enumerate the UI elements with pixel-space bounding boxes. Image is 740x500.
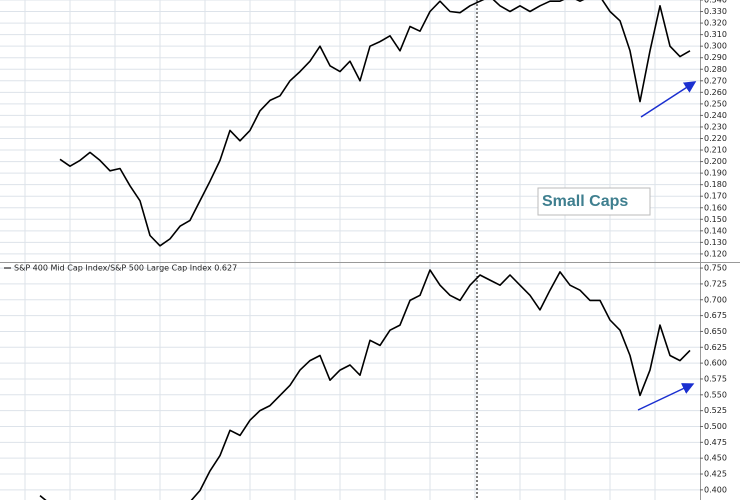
- y-tick-label: 0.750: [704, 264, 727, 273]
- y-tick-label: 0.280: [704, 65, 727, 74]
- y-tick-label: 0.650: [704, 327, 727, 336]
- y-tick-label: 0.450: [704, 454, 727, 463]
- y-tick-label: 0.330: [704, 7, 727, 16]
- y-tick-label: 0.190: [704, 169, 727, 178]
- y-tick-label: 0.525: [704, 406, 727, 415]
- y-tick-label: 0.340: [704, 0, 727, 5]
- y-tick-label: 0.260: [704, 88, 727, 97]
- y-tick-label: 0.200: [704, 157, 727, 166]
- y-tick-label: 0.425: [704, 470, 727, 479]
- y-tick-label: 0.700: [704, 295, 727, 304]
- y-tick-label: 0.130: [704, 238, 727, 247]
- data-line: [59, 0, 691, 247]
- y-tick-label: 0.475: [704, 438, 727, 447]
- y-tick-label: 0.160: [704, 203, 727, 212]
- annotation: Small Caps: [542, 193, 628, 210]
- annotation-box: [537, 187, 651, 216]
- y-tick-label: 0.270: [704, 76, 727, 85]
- x-grid: [24, 0, 656, 500]
- y-tick-label: 0.300: [704, 42, 727, 51]
- y-tick-label: 0.500: [704, 422, 727, 431]
- y-tick-label: 0.170: [704, 192, 727, 201]
- y-tick-label: 0.725: [704, 279, 727, 288]
- y-tick-label: 0.625: [704, 343, 727, 352]
- trend-arrow: [640, 81, 697, 118]
- y-tick-label: 0.120: [704, 249, 727, 258]
- data-line: [39, 269, 691, 500]
- y-tick-label: 0.550: [704, 390, 727, 399]
- y-tick-label: 0.400: [704, 485, 727, 494]
- y-tick-label: 0.600: [704, 359, 727, 368]
- y-tick-label: 0.250: [704, 99, 727, 108]
- y-tick-label: 0.210: [704, 146, 727, 155]
- y-tick-label: 0.230: [704, 122, 727, 131]
- y-tick-label: 0.310: [704, 30, 727, 39]
- y-tick-label: 0.140: [704, 226, 727, 235]
- legend-label: S&P 400 Mid Cap Index/S&P 500 Large Cap …: [14, 264, 237, 273]
- y-tick-label: 0.575: [704, 374, 727, 383]
- trend-arrow: [637, 383, 695, 411]
- y-tick-label: 0.220: [704, 134, 727, 143]
- y-tick-label: 0.180: [704, 180, 727, 189]
- y-tick-label: 0.150: [704, 215, 727, 224]
- y-tick-label: 0.290: [704, 53, 727, 62]
- y-tick-label: 0.675: [704, 311, 727, 320]
- y-tick-label: 0.320: [704, 19, 727, 28]
- y-tick-label: 0.240: [704, 111, 727, 120]
